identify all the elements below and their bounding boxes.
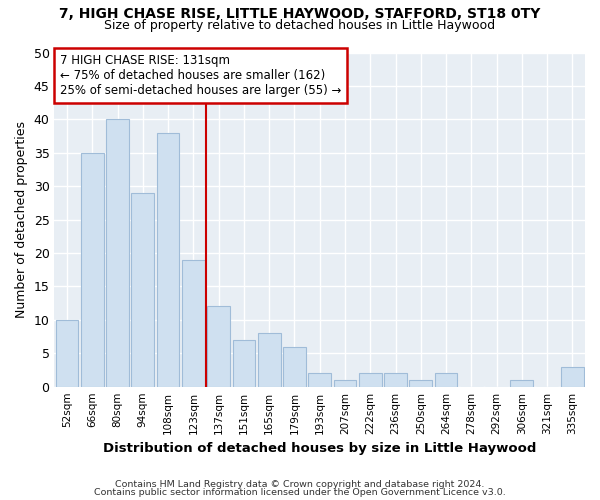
Bar <box>56 320 79 386</box>
Bar <box>359 374 382 386</box>
Text: 7 HIGH CHASE RISE: 131sqm
← 75% of detached houses are smaller (162)
25% of semi: 7 HIGH CHASE RISE: 131sqm ← 75% of detac… <box>60 54 341 97</box>
Y-axis label: Number of detached properties: Number of detached properties <box>15 121 28 318</box>
X-axis label: Distribution of detached houses by size in Little Haywood: Distribution of detached houses by size … <box>103 442 536 455</box>
Bar <box>106 120 129 386</box>
Bar <box>384 374 407 386</box>
Text: Contains HM Land Registry data © Crown copyright and database right 2024.: Contains HM Land Registry data © Crown c… <box>115 480 485 489</box>
Bar <box>258 333 281 386</box>
Bar <box>434 374 457 386</box>
Bar <box>81 153 104 386</box>
Bar <box>561 366 584 386</box>
Text: Size of property relative to detached houses in Little Haywood: Size of property relative to detached ho… <box>104 18 496 32</box>
Bar <box>409 380 432 386</box>
Bar <box>131 193 154 386</box>
Bar <box>182 260 205 386</box>
Text: 7, HIGH CHASE RISE, LITTLE HAYWOOD, STAFFORD, ST18 0TY: 7, HIGH CHASE RISE, LITTLE HAYWOOD, STAF… <box>59 8 541 22</box>
Bar <box>157 132 179 386</box>
Bar <box>283 346 306 387</box>
Bar <box>308 374 331 386</box>
Text: Contains public sector information licensed under the Open Government Licence v3: Contains public sector information licen… <box>94 488 506 497</box>
Bar <box>511 380 533 386</box>
Bar <box>207 306 230 386</box>
Bar <box>334 380 356 386</box>
Bar <box>233 340 255 386</box>
